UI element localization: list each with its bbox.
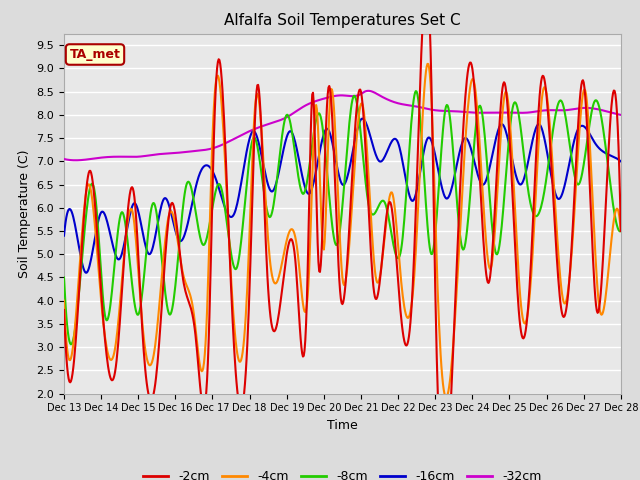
Y-axis label: Soil Temperature (C): Soil Temperature (C): [18, 149, 31, 278]
X-axis label: Time: Time: [327, 419, 358, 432]
Text: TA_met: TA_met: [70, 48, 120, 61]
Legend: -2cm, -4cm, -8cm, -16cm, -32cm: -2cm, -4cm, -8cm, -16cm, -32cm: [138, 465, 547, 480]
Title: Alfalfa Soil Temperatures Set C: Alfalfa Soil Temperatures Set C: [224, 13, 461, 28]
